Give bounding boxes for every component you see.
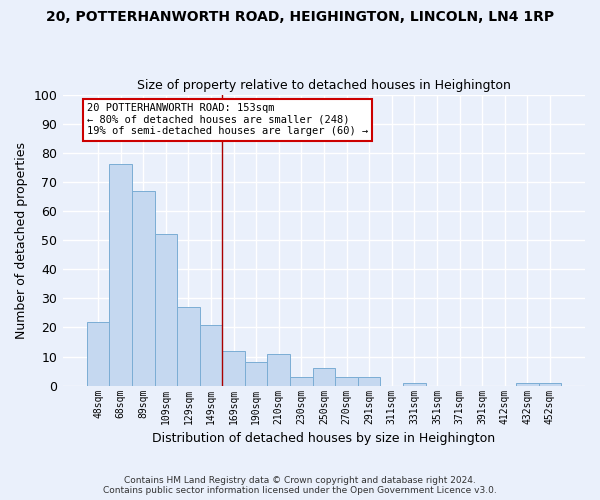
Bar [290, 377, 313, 386]
Bar [403, 382, 425, 386]
Bar [200, 324, 223, 386]
Text: Contains HM Land Registry data © Crown copyright and database right 2024.
Contai: Contains HM Land Registry data © Crown c… [103, 476, 497, 495]
Bar [245, 362, 268, 386]
Bar [223, 350, 245, 386]
Bar [539, 382, 561, 386]
Text: 20, POTTERHANWORTH ROAD, HEIGHINGTON, LINCOLN, LN4 1RP: 20, POTTERHANWORTH ROAD, HEIGHINGTON, LI… [46, 10, 554, 24]
Bar [132, 190, 155, 386]
Bar [177, 307, 200, 386]
Bar [268, 354, 290, 386]
Bar [335, 377, 358, 386]
Bar [516, 382, 539, 386]
Bar [358, 377, 380, 386]
Bar [155, 234, 177, 386]
Text: 20 POTTERHANWORTH ROAD: 153sqm
← 80% of detached houses are smaller (248)
19% of: 20 POTTERHANWORTH ROAD: 153sqm ← 80% of … [87, 104, 368, 136]
Bar [87, 322, 109, 386]
Bar [109, 164, 132, 386]
Title: Size of property relative to detached houses in Heighington: Size of property relative to detached ho… [137, 79, 511, 92]
X-axis label: Distribution of detached houses by size in Heighington: Distribution of detached houses by size … [152, 432, 496, 445]
Y-axis label: Number of detached properties: Number of detached properties [15, 142, 28, 338]
Bar [313, 368, 335, 386]
